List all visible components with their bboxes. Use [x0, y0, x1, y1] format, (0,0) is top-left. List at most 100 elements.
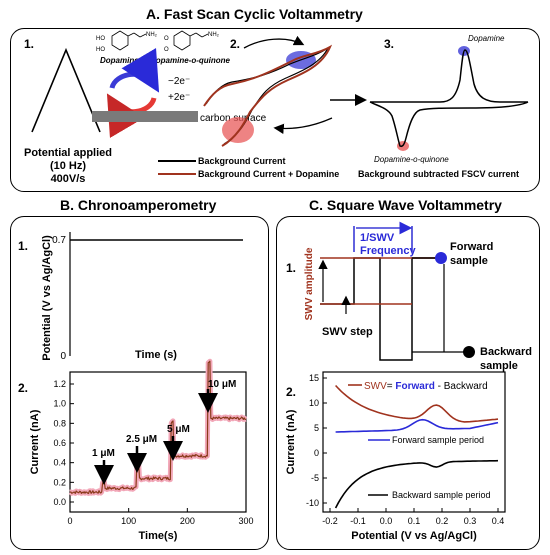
- potential-frequency-label: (10 Hz): [50, 160, 86, 172]
- panel-a-step1: 1.: [24, 37, 34, 51]
- swv-x-tick-label: 0.1: [408, 516, 421, 526]
- dopamine-ho-bottom: HO: [96, 47, 105, 53]
- swv-x-tick-label: -0.1: [350, 516, 366, 526]
- swv-y-tick-label: -10: [306, 498, 319, 508]
- swv-x-tick-label: 0.4: [492, 516, 505, 526]
- quinone-o-bottom: O: [164, 47, 169, 53]
- backward-sample-dot: [463, 346, 475, 358]
- triangle-waveform: [31, 47, 101, 133]
- current-y-tick-label: 0.4: [53, 458, 66, 468]
- forward-sample-dot: [435, 252, 447, 264]
- panel-c: [276, 216, 540, 550]
- quinone-structure-icon: [173, 30, 209, 51]
- loop-arrow-bottom: [273, 117, 333, 134]
- panel-c-step1: 1.: [286, 261, 296, 275]
- current-y-tick-label: 0.2: [53, 477, 66, 487]
- loop-arrow-top: [243, 35, 305, 49]
- swv-current-axis-label: Current (nA): [285, 409, 297, 474]
- potential-axis-label: Potential (V vs Ag/AgCl): [41, 235, 53, 361]
- panel-b-title: B. Chronoamperometry: [60, 197, 217, 213]
- forward-sample-label-1: Forward: [450, 241, 493, 253]
- backward-period-label: Backward sample period: [392, 490, 491, 500]
- swv-x-tick-label: -0.2: [322, 516, 338, 526]
- carbon-surface: [92, 111, 198, 122]
- time-x-tick-label: 200: [180, 516, 195, 526]
- swv-y-tick-label: 15: [309, 373, 319, 383]
- time-x-tick-label: 0: [67, 516, 72, 526]
- panel-b-step2: 2.: [18, 381, 28, 395]
- step-label: SWV step: [322, 326, 373, 338]
- legend-background-label: Background Current: [198, 156, 286, 166]
- dopamine-nh2: NH₂: [146, 32, 158, 38]
- panel-a-title: A. Fast Scan Cyclic Voltammetry: [146, 6, 363, 22]
- backward-sample-curve: [334, 459, 499, 509]
- quinone-o-top: O: [164, 36, 169, 42]
- potential-scanrate-label: 400V/s: [51, 173, 86, 185]
- frequency-label-1: 1/SWV: [360, 232, 395, 244]
- subtracted-current-label: Background subtracted FSCV current: [358, 169, 519, 179]
- panel-a-step3: 3.: [384, 37, 394, 51]
- swv-equation-swv: SWV: [364, 381, 387, 392]
- annotation-10um-label: 10 μM: [208, 379, 236, 390]
- time-x-tick-label: 100: [121, 516, 136, 526]
- panel-c-title: C. Square Wave Voltammetry: [309, 197, 502, 213]
- swv-x-tick-label: 0.3: [464, 516, 477, 526]
- panel-b-step1: 1.: [18, 239, 28, 253]
- current-y-tick-label: 0.8: [53, 418, 66, 428]
- current-trace: [69, 360, 247, 495]
- background-subtracted-curve: [369, 49, 529, 148]
- peak-bottom-label: Dopamine-o-quinone: [374, 155, 449, 164]
- swv-y-tick-label: 0: [314, 448, 319, 458]
- electrons-out: −2e⁻: [168, 76, 190, 87]
- dopamine-ho-top: HO: [96, 36, 105, 42]
- annotation-5um-label: 5 μM: [167, 424, 190, 435]
- square-wave: [320, 257, 440, 361]
- current-plot-frame: [69, 371, 247, 513]
- panel-a: [10, 28, 540, 192]
- forward-period-label: Forward sample period: [392, 435, 484, 445]
- annotation-1um-label: 1 μM: [92, 448, 115, 459]
- peak-top-label: Dopamine: [468, 34, 505, 43]
- swv-x-tick-label: 0.2: [436, 516, 449, 526]
- frequency-label-2: Frequency: [360, 245, 417, 257]
- potential-applied-label: Potential applied: [24, 147, 112, 159]
- backward-sample-label-2: sample: [480, 360, 518, 372]
- legend-dopamine-label: Background Current + Dopamine: [198, 169, 339, 179]
- quinone-nh2: NH₂: [208, 32, 220, 38]
- swv-equation-forward: Forward: [395, 381, 434, 392]
- swv-equation-eq: =: [387, 381, 396, 392]
- forward-sample-curve: [335, 418, 499, 433]
- backward-sample-label-1: Backward: [480, 346, 532, 358]
- panel-c-step2: 2.: [286, 385, 296, 399]
- current-y-tick-label: 1.2: [53, 379, 66, 389]
- dopamine-label: Dopamine: [100, 56, 139, 65]
- current-axis-label: Current (nA): [29, 409, 41, 474]
- swv-x-tick-label: 0.0: [380, 516, 393, 526]
- forward-sample-label-2: sample: [450, 255, 488, 267]
- swv-equation-rest: - Backward: [435, 381, 488, 392]
- potential-tick-top: 0.7: [52, 235, 66, 246]
- electrons-in: +2e⁻: [168, 92, 190, 103]
- time-label: Time (s): [135, 349, 177, 361]
- time-x-tick-label: 300: [238, 516, 253, 526]
- current-y-tick-label: 0.6: [53, 438, 66, 448]
- dopamine-structure-icon: [111, 30, 147, 51]
- amplitude-label: SWV amplitude: [304, 247, 315, 320]
- current-y-tick-label: 1.0: [53, 399, 66, 409]
- current-y-ticks: 0.0 0.2 0.4 0.6 0.8 1.0 1.2: [53, 379, 74, 507]
- swv-x-ticks: -0.2 -0.1 0.0 0.1 0.2 0.3 0.4: [322, 508, 504, 526]
- panel-a-step2: 2.: [230, 37, 240, 51]
- swv-y-tick-label: 5: [314, 423, 319, 433]
- swv-potential-axis-label: Potential (V vs Ag/AgCl): [351, 530, 477, 542]
- quinone-label: Dopamine-o-quinone: [150, 56, 231, 65]
- time-axis-label: Time(s): [139, 530, 178, 542]
- fscv-dopamine-loop: [203, 44, 333, 147]
- swv-y-ticks: 15 10 5 0 -5 -10: [306, 373, 327, 508]
- swv-y-tick-label: 10: [309, 398, 319, 408]
- swv-difference-curve: [335, 384, 499, 423]
- swv-equation: SWV= Forward - Backward: [364, 381, 488, 392]
- panel-b: [10, 216, 269, 550]
